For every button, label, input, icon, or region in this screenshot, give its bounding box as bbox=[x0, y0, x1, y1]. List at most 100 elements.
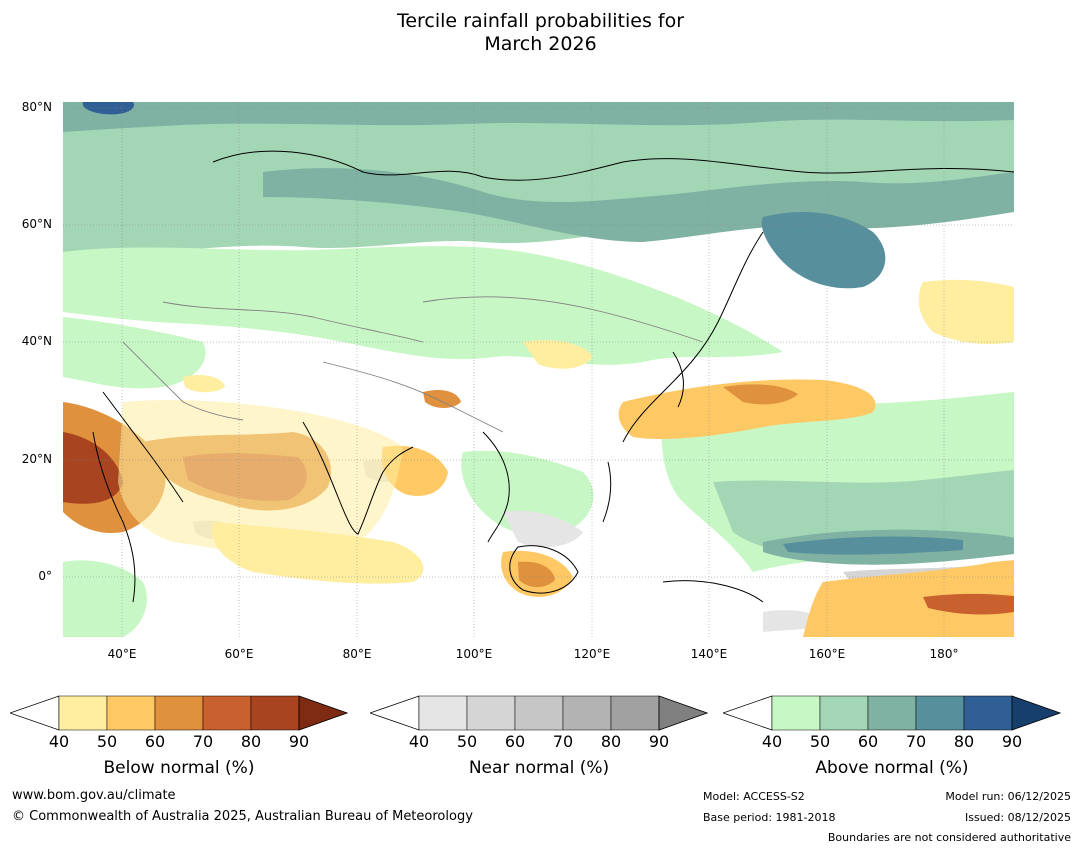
below-borneo-core bbox=[518, 561, 555, 588]
lat-label-60n: 60°N bbox=[21, 217, 52, 231]
above-max-arrow bbox=[1011, 695, 1061, 731]
coastline-japan bbox=[672, 351, 684, 408]
colorbar-above-normal bbox=[723, 695, 1061, 731]
near-min-arrow bbox=[370, 695, 420, 731]
below-tick-70: 70 bbox=[192, 732, 214, 751]
above-siberia-core bbox=[761, 212, 886, 289]
near-tick-80: 80 bbox=[600, 732, 622, 751]
near-indonesia bbox=[503, 510, 583, 548]
below-tick-90: 90 bbox=[288, 732, 310, 751]
below-normal-regions bbox=[63, 279, 1014, 637]
above-swatch-80 bbox=[963, 695, 1013, 731]
above-africa-south bbox=[63, 560, 147, 637]
lon-label-80e: 80°E bbox=[342, 647, 372, 661]
below-tick-50: 50 bbox=[96, 732, 118, 751]
above-min-arrow bbox=[723, 695, 773, 731]
website-link[interactable]: www.bom.gov.au/climate bbox=[12, 788, 176, 803]
near-swatch-80 bbox=[610, 695, 660, 731]
lon-label-120e: 120°E bbox=[573, 647, 611, 661]
below-swatch-80 bbox=[250, 695, 300, 731]
below-min-arrow bbox=[10, 695, 60, 731]
below-scatter-1 bbox=[423, 390, 461, 408]
colorbar-below-normal bbox=[10, 695, 348, 731]
above-swatch-40 bbox=[771, 695, 821, 731]
below-tick-80: 80 bbox=[240, 732, 262, 751]
near-swatch-60 bbox=[514, 695, 564, 731]
coastline-asia-east bbox=[622, 231, 764, 443]
border-china-mongolia bbox=[422, 296, 704, 343]
above-tick-90: 90 bbox=[1001, 732, 1023, 751]
above-southeast-asia bbox=[461, 450, 594, 536]
below-swatch-60 bbox=[154, 695, 204, 731]
lon-label-180: 180° bbox=[929, 647, 959, 661]
below-west-pacific-core bbox=[723, 384, 798, 405]
above-tick-40: 40 bbox=[761, 732, 783, 751]
model-name: Model: ACCESS-S2 bbox=[703, 790, 805, 803]
copyright-text: © Commonwealth of Australia 2025, Austra… bbox=[12, 809, 473, 824]
below-tick-60: 60 bbox=[144, 732, 166, 751]
below-normal-title: Below normal (%) bbox=[103, 758, 255, 778]
coastline-borneo bbox=[509, 545, 579, 594]
coastline-arctic bbox=[212, 150, 1014, 181]
coastline-arabia bbox=[102, 391, 184, 503]
probability-map bbox=[63, 102, 1014, 637]
below-max-arrow bbox=[298, 695, 348, 731]
title-line-1: Tercile rainfall probabilities for bbox=[396, 10, 685, 32]
lon-label-140e: 140°E bbox=[690, 647, 728, 661]
below-arabia-core bbox=[63, 432, 123, 504]
map-title: Tercile rainfall probabilities for March… bbox=[0, 10, 1081, 56]
above-tick-70: 70 bbox=[905, 732, 927, 751]
near-tick-70: 70 bbox=[552, 732, 574, 751]
above-north-edge bbox=[63, 102, 1014, 132]
coastline-new-guinea bbox=[662, 580, 764, 603]
below-china bbox=[523, 340, 593, 369]
lon-label-40e: 40°E bbox=[107, 647, 137, 661]
near-swatch-40 bbox=[418, 695, 468, 731]
lat-label-equator: 0° bbox=[38, 569, 52, 583]
near-max-arrow bbox=[658, 695, 708, 731]
near-swatch-70 bbox=[562, 695, 612, 731]
above-pacific-core bbox=[783, 536, 963, 555]
above-tick-50: 50 bbox=[809, 732, 831, 751]
lon-label-60e: 60°E bbox=[224, 647, 254, 661]
model-run-date: Model run: 06/12/2025 bbox=[945, 790, 1071, 803]
border-central-asia bbox=[162, 301, 424, 343]
below-pacific-north bbox=[918, 279, 1014, 344]
below-indian-ocean bbox=[212, 522, 424, 584]
boundaries-disclaimer: Boundaries are not considered authoritat… bbox=[827, 831, 1071, 844]
above-swatch-70 bbox=[915, 695, 965, 731]
lat-label-80n: 80°N bbox=[21, 100, 52, 114]
below-swatch-50 bbox=[106, 695, 156, 731]
above-tick-60: 60 bbox=[857, 732, 879, 751]
country-borders bbox=[122, 296, 704, 433]
above-light-midlat bbox=[63, 246, 783, 365]
issued-date: Issued: 08/12/2025 bbox=[964, 811, 1071, 824]
below-scatter-2 bbox=[183, 375, 225, 393]
lat-label-20n: 20°N bbox=[21, 452, 52, 466]
below-south-pacific bbox=[803, 560, 1014, 637]
lon-label-100e: 100°E bbox=[455, 647, 493, 661]
coastline-africa-east bbox=[92, 431, 136, 603]
above-normal-title: Above normal (%) bbox=[815, 758, 969, 778]
below-south-pacific-core bbox=[923, 593, 1014, 615]
near-tick-60: 60 bbox=[504, 732, 526, 751]
near-tick-90: 90 bbox=[648, 732, 670, 751]
border-himalaya bbox=[322, 361, 504, 433]
lon-label-160e: 160°E bbox=[808, 647, 846, 661]
gridlines bbox=[63, 102, 1014, 637]
colorbar-near-normal bbox=[370, 695, 708, 731]
border-middle-east bbox=[122, 341, 244, 421]
above-normal-regions bbox=[63, 102, 1014, 637]
coastlines bbox=[92, 150, 1014, 603]
near-tick-50: 50 bbox=[456, 732, 478, 751]
below-tick-40: 40 bbox=[48, 732, 70, 751]
above-swatch-60 bbox=[867, 695, 917, 731]
above-swatch-50 bbox=[819, 695, 869, 731]
coastline-india bbox=[302, 421, 414, 535]
near-tick-40: 40 bbox=[408, 732, 430, 751]
near-swatch-50 bbox=[466, 695, 516, 731]
base-period: Base period: 1981-2018 bbox=[703, 811, 836, 824]
above-north-band bbox=[63, 102, 1014, 262]
above-tick-80: 80 bbox=[953, 732, 975, 751]
lat-label-40n: 40°N bbox=[21, 334, 52, 348]
